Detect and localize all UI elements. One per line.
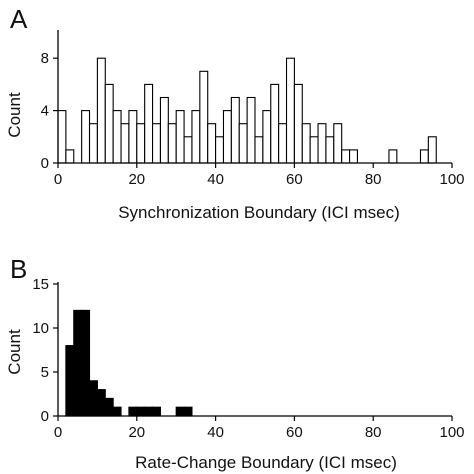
- panel-a-bar: [207, 123, 217, 164]
- panel-b-letter: B: [10, 254, 27, 284]
- panel-a-bar: [262, 110, 272, 164]
- panel-a-bar: [270, 83, 280, 164]
- panel-a-bar: [246, 96, 256, 164]
- panel-a-bar: [57, 110, 67, 164]
- panel-a-bar: [120, 123, 130, 164]
- panel-b-y-tick-label: 5: [41, 364, 49, 381]
- panel-a-letter: A: [10, 4, 28, 34]
- panel-a-bar: [293, 83, 303, 164]
- panel-b-x-axis-title: Rate-Change Boundary (ICI msec): [135, 453, 397, 472]
- panel-a-bar: [341, 149, 351, 164]
- panel-a-bar: [183, 136, 193, 164]
- panel-b-bar: [65, 345, 75, 417]
- panel-b-bar: [88, 380, 98, 417]
- panel-a-bar: [419, 149, 429, 164]
- panel-a: A 0 20 40 60 80 100 0 4 8 Synchronization Bound…: [5, 4, 465, 222]
- panel-a-bar: [175, 110, 185, 164]
- panel-b-bar: [81, 309, 91, 417]
- panel-b-y-tick-label: 0: [41, 408, 49, 425]
- panel-a-axes: [57, 30, 452, 164]
- panel-a-bar: [325, 136, 335, 164]
- panel-b-bar: [112, 406, 122, 417]
- panel-a-bar: [333, 123, 343, 164]
- panel-a-y-tick-label: 8: [41, 50, 49, 67]
- panel-a-y-ticks: 0 4 8: [41, 50, 58, 172]
- panel-a-bar: [136, 123, 146, 164]
- panel-b-bar: [183, 406, 193, 417]
- panel-a-bar: [238, 123, 248, 164]
- panel-a-bar: [278, 123, 288, 164]
- panel-a-bar: [104, 83, 114, 164]
- panel-a-bar: [317, 123, 327, 164]
- panel-b-bar: [73, 309, 83, 417]
- panel-b-bar: [175, 406, 185, 417]
- panel-b-bar: [144, 406, 154, 417]
- panel-b-y-ticks: 0 5 10 15: [32, 276, 58, 425]
- panel-a-bar: [199, 70, 209, 164]
- panel-b-y-axis-title: Count: [5, 329, 24, 375]
- panel-a-bar: [349, 149, 358, 164]
- panel-a-y-axis-title: Count: [5, 92, 24, 138]
- panel-b-x-tick-label: 40: [207, 424, 224, 441]
- panel-b-x-tick-label: 20: [128, 424, 145, 441]
- panel-b: B 0 20 40 60 80 100 0 5 10 15 Rate-Change Bounda…: [5, 254, 465, 472]
- panel-b-bar: [152, 406, 161, 417]
- panel-a-x-axis-title: Synchronization Boundary (ICI msec): [118, 203, 400, 222]
- panel-b-x-tick-label: 80: [365, 424, 382, 441]
- panel-a-bar: [222, 110, 232, 164]
- panel-b-x-tick-label: 0: [54, 424, 62, 441]
- panel-b-y-tick-label: 15: [32, 276, 49, 293]
- panel-b-x-tick-label: 100: [439, 424, 464, 441]
- panel-a-bar: [167, 123, 177, 164]
- panel-a-x-ticks: 0 20 40 60 80 100: [54, 163, 465, 188]
- panel-a-bar: [301, 123, 311, 164]
- panel-a-bar: [96, 57, 106, 164]
- panel-a-bar: [159, 96, 169, 164]
- panel-a-bar: [254, 136, 264, 164]
- panel-a-bar: [88, 123, 98, 164]
- panel-a-bar: [215, 136, 225, 164]
- panel-a-x-tick-label: 60: [286, 171, 303, 188]
- panel-b-bar: [136, 406, 146, 417]
- panel-b-x-tick-label: 60: [286, 424, 303, 441]
- panel-a-bar: [152, 123, 161, 164]
- panel-a-bar: [309, 136, 319, 164]
- panel-a-bar: [112, 110, 122, 164]
- panel-a-x-tick-label: 80: [365, 171, 382, 188]
- panel-b-bar: [96, 389, 106, 417]
- panel-a-bar: [285, 57, 295, 164]
- panel-a-bar: [144, 83, 154, 164]
- panel-a-y-tick-label: 4: [41, 103, 49, 120]
- panel-a-y-tick-label: 0: [41, 155, 49, 172]
- panel-b-axes: [57, 282, 452, 417]
- panel-a-bar: [230, 96, 240, 164]
- panel-a-x-tick-label: 20: [128, 171, 145, 188]
- panel-b-x-ticks: 0 20 40 60 80 100: [54, 416, 465, 441]
- panel-a-bar: [388, 149, 398, 164]
- panel-a-bar: [427, 136, 437, 164]
- panel-a-x-tick-label: 0: [54, 171, 62, 188]
- panel-a-bars: [57, 57, 437, 164]
- panel-b-bars: [65, 309, 193, 417]
- panel-a-x-tick-label: 100: [439, 171, 464, 188]
- panel-a-bar: [81, 110, 91, 164]
- panel-b-bar: [104, 397, 114, 417]
- panel-b-y-tick-label: 10: [32, 320, 49, 337]
- panel-a-x-tick-label: 40: [207, 171, 224, 188]
- panel-b-bar: [128, 406, 138, 417]
- panel-a-bar: [191, 110, 201, 164]
- panel-a-bar: [65, 149, 75, 164]
- panel-a-bar: [128, 110, 138, 164]
